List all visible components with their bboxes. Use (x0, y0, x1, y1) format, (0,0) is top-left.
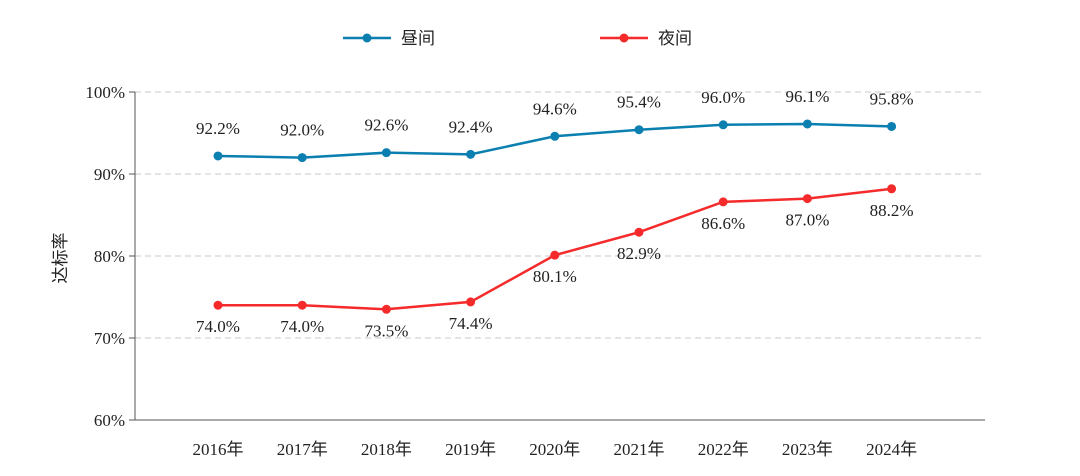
data-point (802, 119, 812, 129)
x-tick-label: 2017年 (277, 440, 328, 459)
data-label: 92.6% (364, 116, 408, 135)
data-label: 86.6% (701, 214, 745, 233)
data-label: 96.1% (785, 87, 829, 106)
data-point (297, 300, 307, 310)
data-label: 74.4% (449, 314, 493, 333)
data-point (634, 227, 644, 237)
data-point (718, 120, 728, 130)
x-tick-label: 2018年 (361, 440, 412, 459)
data-point (802, 194, 812, 204)
legend-marker (619, 33, 629, 43)
x-tick-label: 2020年 (529, 440, 580, 459)
data-label: 82.9% (617, 244, 661, 263)
legend-label: 夜间 (658, 29, 692, 48)
data-label: 95.8% (870, 89, 914, 108)
legend-marker (362, 33, 372, 43)
y-axis-label: 达标率 (51, 233, 70, 284)
data-label: 92.2% (196, 119, 240, 138)
data-point (718, 197, 728, 207)
data-point (213, 300, 223, 310)
data-label: 88.2% (870, 201, 914, 220)
data-label: 74.0% (196, 317, 240, 336)
data-point (466, 297, 476, 307)
x-tick-label: 2024年 (866, 440, 917, 459)
data-point (213, 151, 223, 161)
data-point (887, 121, 897, 131)
x-tick-label: 2019年 (445, 440, 496, 459)
data-label: 74.0% (280, 317, 324, 336)
x-tick-label: 2016年 (193, 440, 244, 459)
data-point (381, 148, 391, 158)
data-label: 87.0% (785, 211, 829, 230)
data-point (381, 304, 391, 314)
data-point (550, 250, 560, 260)
y-tick-label: 80% (94, 247, 125, 266)
data-point (466, 149, 476, 159)
data-label: 80.1% (533, 267, 577, 286)
data-point (297, 153, 307, 163)
legend-label: 昼间 (401, 29, 435, 48)
data-label: 95.4% (617, 93, 661, 112)
x-tick-label: 2023年 (782, 440, 833, 459)
data-label: 96.0% (701, 88, 745, 107)
series-line (218, 187, 892, 311)
data-label: 94.6% (533, 99, 577, 118)
data-point (550, 131, 560, 141)
series-day: 92.2% 92.0% 92.6% 92.4% 94.6% 95.4% 96.0% 96.1%… (196, 87, 914, 163)
data-point (887, 184, 897, 194)
y-tick-label: 90% (94, 165, 125, 184)
y-tick-label: 70% (94, 329, 125, 348)
x-tick-label: 2021年 (614, 440, 665, 459)
data-point (634, 125, 644, 135)
x-tick-label: 2022年 (698, 440, 749, 459)
y-tick-label: 100% (85, 83, 125, 102)
legend: 昼间 夜间 (343, 29, 692, 48)
data-label: 92.0% (280, 121, 324, 140)
data-label: 73.5% (364, 321, 408, 340)
data-label: 92.4% (449, 117, 493, 136)
series-night: 74.0% 74.0% 73.5% 74.4% 80.1% 82.9% 86.6% 87.0%… (196, 184, 914, 340)
y-tick-label: 60% (94, 411, 125, 430)
